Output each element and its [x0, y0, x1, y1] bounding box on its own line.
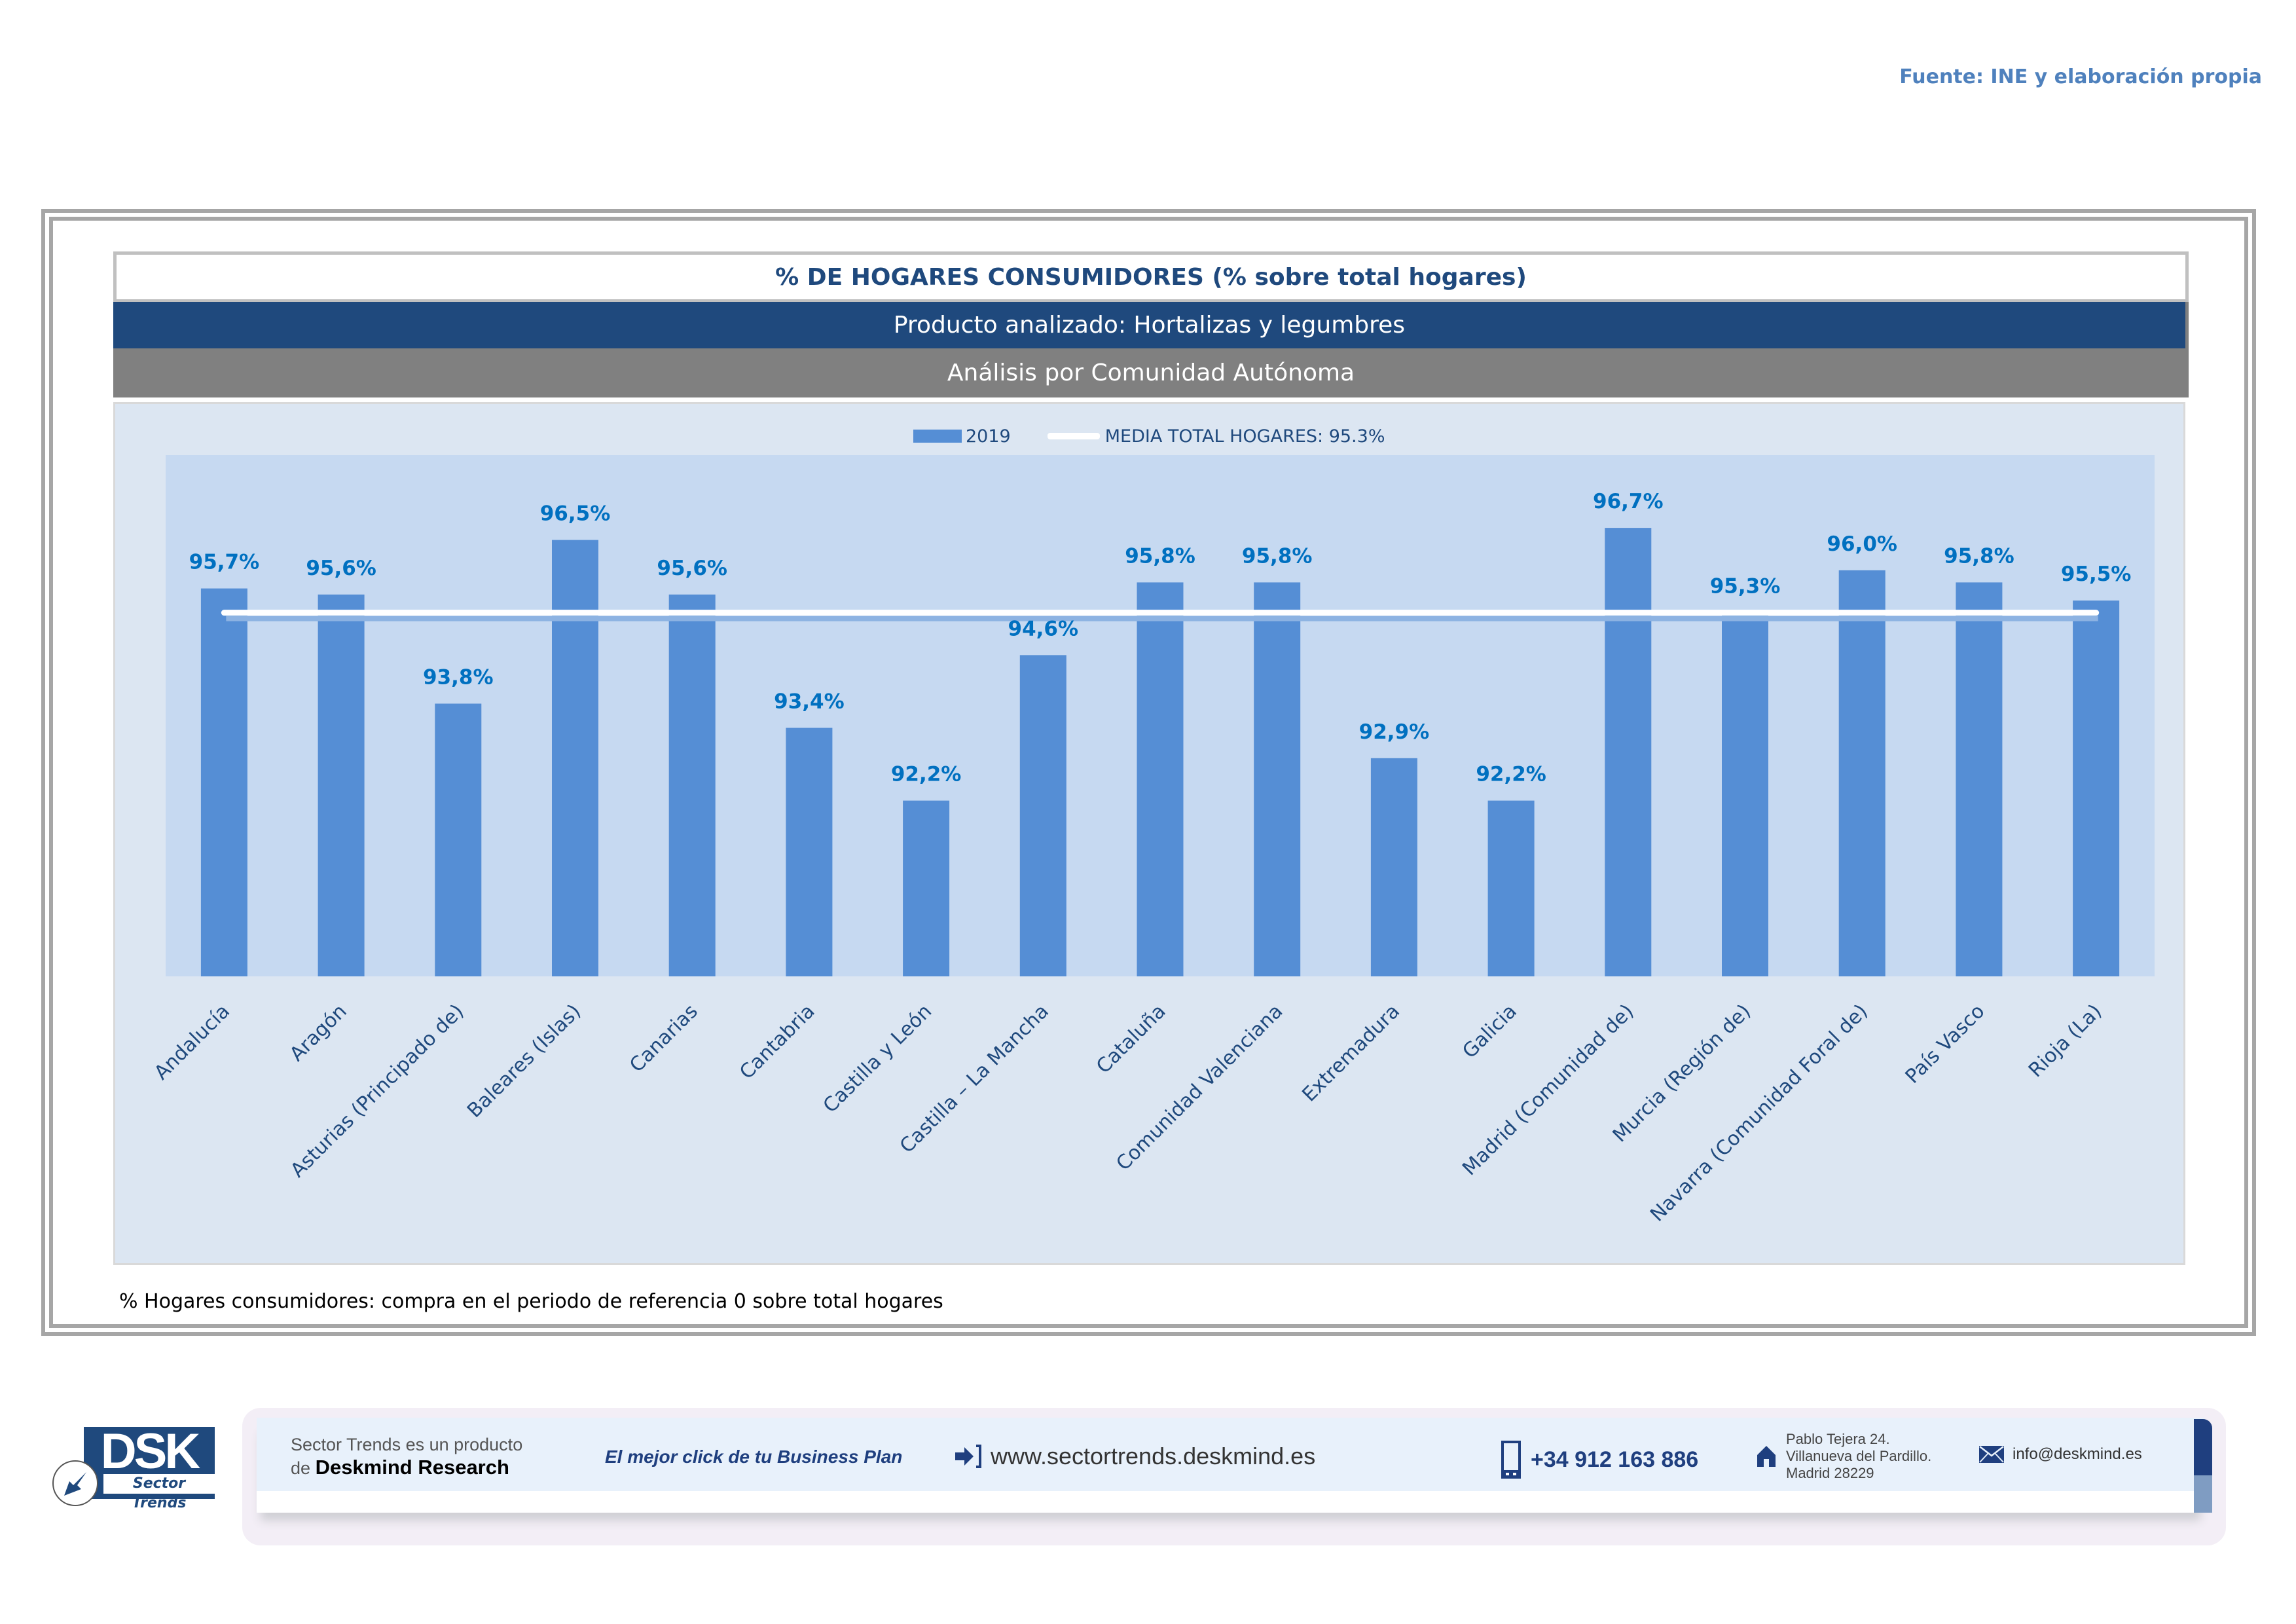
- bar-8: [1019, 655, 1066, 976]
- bar-1: [200, 588, 247, 976]
- data-label-13: 96,7%: [1593, 490, 1664, 513]
- data-labels: 95,7% 95,6% 93,8% 96,5% 95,6% 93,4% 92,2% 94,6%…: [189, 490, 2132, 786]
- data-label-4: 96,5%: [540, 502, 611, 526]
- mobile-phone-icon: [1501, 1441, 1521, 1479]
- bar-12: [1487, 800, 1535, 976]
- bar-chart: 95,7% 95,6% 93,8% 96,5% 95,6% 93,4% 92,2% 94,6%…: [150, 455, 2155, 1227]
- footer-tab: [2194, 1419, 2212, 1513]
- footer-strip: [257, 1418, 2204, 1491]
- email-address[interactable]: info@deskmind.es: [2013, 1445, 2142, 1463]
- legend-swatch-2019: [913, 430, 962, 443]
- data-label-3: 93,8%: [423, 666, 494, 690]
- legend-swatch-mean: [1047, 433, 1100, 439]
- bar-13: [1605, 528, 1652, 976]
- x-tick-label-4: Baleares (Islas): [463, 1000, 585, 1122]
- product-line-2: de Deskmind Research: [291, 1456, 509, 1479]
- data-label-12: 92,2%: [1476, 763, 1546, 786]
- chart-legend: 2019 MEDIA TOTAL HOGARES: 95.3%: [913, 423, 1385, 449]
- data-label-17: 95,5%: [2061, 563, 2132, 586]
- bar-17: [2073, 600, 2120, 976]
- x-tick-label-5: Canarias: [625, 1000, 702, 1077]
- product-line-1: Sector Trends es un producto: [291, 1435, 523, 1454]
- bar-5: [668, 594, 716, 976]
- analysis-banner: Análisis por Comunidad Autónoma: [113, 348, 2189, 397]
- address: Pablo Tejera 24. Villanueva del Pardillo…: [1756, 1431, 1931, 1482]
- x-tick-label-6: Cantabria: [735, 1000, 819, 1084]
- bar-4: [552, 540, 598, 976]
- data-label-6: 93,4%: [774, 690, 845, 714]
- x-tick-label-15: Navarra (Comunidad Foral de): [1646, 1000, 1872, 1227]
- house-icon: [1757, 1446, 1776, 1467]
- logo-text: DSK: [100, 1424, 200, 1479]
- bar-7: [903, 800, 950, 976]
- data-label-11: 92,9%: [1359, 720, 1430, 744]
- website-link[interactable]: www.sectortrends.deskmind.es: [954, 1443, 1315, 1470]
- footer-banner: Sector Trends es un producto de Deskmind…: [257, 1418, 2212, 1513]
- x-tick-label-2: Aragón: [285, 1000, 352, 1066]
- bar-3: [435, 703, 482, 976]
- legend-label-2019: 2019: [966, 426, 1011, 447]
- phone-number[interactable]: +34 912 163 886: [1531, 1447, 1699, 1472]
- website-text[interactable]: www.sectortrends.deskmind.es: [991, 1443, 1316, 1469]
- address-line-2: Villanueva del Pardillo.: [1786, 1448, 1932, 1464]
- bar-2: [318, 594, 365, 976]
- phone-contact[interactable]: +34 912 163 886: [1501, 1440, 1698, 1479]
- footnote: % Hogares consumidores: compra en el per…: [119, 1290, 943, 1313]
- bar-10: [1254, 582, 1301, 976]
- data-label-15: 96,0%: [1827, 532, 1897, 556]
- dsk-logo: DSK Sector Trends: [46, 1424, 223, 1511]
- data-label-8: 94,6%: [1008, 617, 1079, 640]
- product-line-2-prefix: de: [291, 1458, 311, 1478]
- source-note: Fuente: INE y elaboración propia: [1899, 65, 2262, 88]
- mean-line-group: [221, 610, 2100, 621]
- rocket-icon: [52, 1460, 98, 1506]
- data-label-7: 92,2%: [891, 763, 962, 786]
- report-frame-inner: [49, 217, 2248, 1328]
- address-line-1: Pablo Tejera 24.: [1786, 1431, 1890, 1447]
- data-label-2: 95,6%: [306, 557, 376, 580]
- data-label-10: 95,8%: [1242, 544, 1313, 568]
- legend-label-mean: MEDIA TOTAL HOGARES: 95.3%: [1104, 426, 1385, 447]
- x-tick-label-9: Cataluña: [1092, 1000, 1171, 1079]
- envelope-icon: [1979, 1446, 2004, 1463]
- bars: [200, 528, 2120, 976]
- bar-15: [1838, 570, 1886, 976]
- x-tick-label-7: Castilla y León: [819, 1000, 937, 1118]
- product-banner: Producto analizado: Hortalizas y legumbr…: [113, 302, 2189, 348]
- x-tick-label-12: Galicia: [1458, 1000, 1522, 1063]
- bar-14: [1722, 612, 1768, 976]
- slogan: El mejor click de tu Business Plan: [605, 1447, 903, 1467]
- address-line-3: Madrid 28229: [1786, 1465, 1874, 1481]
- chart-title: % DE HOGARES CONSUMIDORES (% sobre total…: [113, 251, 2189, 303]
- brand-name: Deskmind Research: [315, 1456, 509, 1479]
- bar-11: [1370, 758, 1417, 976]
- data-label-16: 95,8%: [1944, 544, 2014, 568]
- bar-9: [1137, 582, 1184, 976]
- x-tick-label-16: País Vasco: [1901, 1000, 1990, 1088]
- x-tick-label-1: Andalucía: [150, 1000, 234, 1084]
- x-tick-label-11: Extremadura: [1298, 1000, 1404, 1107]
- logo-subtext: Sector Trends: [103, 1474, 215, 1511]
- data-label-14: 95,3%: [1710, 575, 1781, 599]
- x-tick-label-17: Rioja (La): [2024, 1000, 2106, 1082]
- data-label-5: 95,6%: [657, 557, 727, 580]
- bar-6: [786, 728, 833, 976]
- login-arrow-icon: [955, 1445, 981, 1468]
- report-frame: [41, 209, 2256, 1336]
- data-label-9: 95,8%: [1125, 544, 1195, 568]
- email-contact[interactable]: info@deskmind.es: [1978, 1445, 2142, 1464]
- data-label-1: 95,7%: [189, 551, 260, 574]
- bar-16: [1956, 582, 2003, 976]
